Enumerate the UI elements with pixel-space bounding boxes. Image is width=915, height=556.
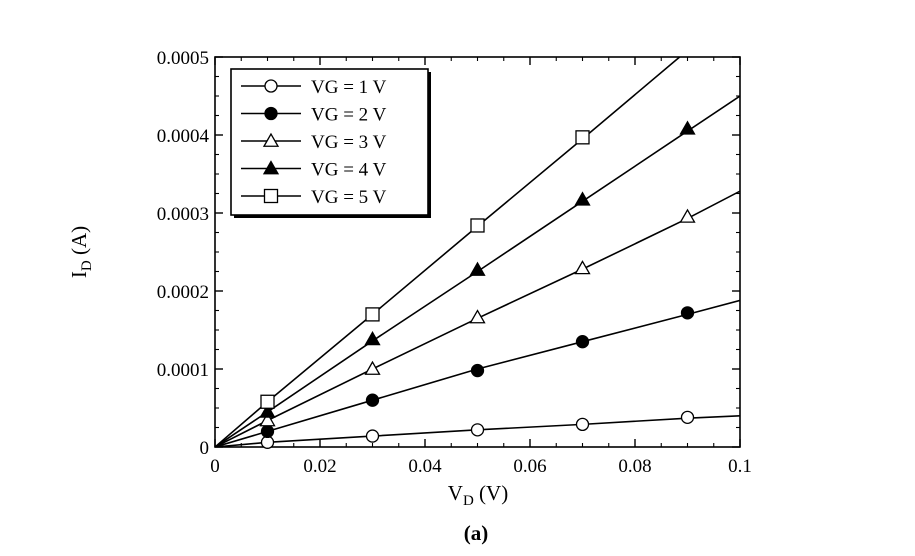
data-point-series-2 <box>470 363 485 378</box>
data-point-series-1 <box>470 423 485 437</box>
data-point-series-4 <box>679 120 696 135</box>
y-tick-label: 0.0003 <box>157 204 209 225</box>
data-point-series-4 <box>259 403 276 418</box>
figure-caption: (a) <box>464 521 489 545</box>
data-point-series-2 <box>575 335 590 349</box>
y-tick-label: 0.0004 <box>157 126 210 147</box>
data-point-series-3 <box>259 412 276 427</box>
data-point-series-1 <box>260 435 275 449</box>
legend-marker <box>262 160 280 175</box>
legend-label: VG = 1 V <box>311 77 387 98</box>
y-tick-label: 0.0005 <box>157 48 209 69</box>
legend-marker <box>264 79 278 93</box>
data-point-series-4 <box>469 261 486 276</box>
data-point-series-4 <box>364 331 381 346</box>
data-point-series-2 <box>680 306 695 320</box>
x-axis-label: VD (V) <box>448 481 508 509</box>
legend-marker <box>263 188 279 204</box>
series-markers <box>259 120 696 449</box>
legend-marker <box>264 106 278 121</box>
data-point-series-1 <box>365 429 380 443</box>
legend: VG = 1 V VG = 2 V VG = 3 V VG = 4 V VG = 5 V <box>230 68 431 218</box>
data-point-series-3 <box>364 360 381 375</box>
series-line-5 <box>215 57 681 447</box>
data-point-series-5 <box>365 307 380 322</box>
legend-box <box>230 68 429 216</box>
legend-label: VG = 2 V <box>311 105 387 126</box>
x-axis-label-unit: (V) <box>474 481 508 505</box>
axis-ticks: 0 0.02 0.04 0.06 0.08 0.1 0 0.0001 0.0002 0.0003 0… <box>157 48 752 477</box>
legend-label: VG = 5 V <box>311 187 387 208</box>
y-axis-label-main: I <box>67 271 91 278</box>
data-point-series-1 <box>680 410 695 425</box>
data-point-series-5 <box>470 218 485 233</box>
x-tick-label: 0.08 <box>618 456 651 477</box>
x-tick-label: 0.04 <box>408 456 442 477</box>
x-tick-label: 0.1 <box>728 456 752 477</box>
data-point-series-5 <box>575 130 590 145</box>
y-tick-label: 0.0002 <box>157 282 209 303</box>
x-axis-label-sub: D <box>463 493 474 509</box>
legend-label: VG = 4 V <box>311 160 387 181</box>
y-tick-label: 0.0001 <box>157 360 209 381</box>
legend-label: VG = 3 V <box>311 132 387 153</box>
y-tick-label: 0 <box>200 438 210 459</box>
x-axis-label-main: V <box>448 481 463 505</box>
data-point-series-1 <box>575 417 590 432</box>
data-point-series-3 <box>574 260 591 275</box>
data-point-series-4 <box>574 191 591 206</box>
data-point-series-2 <box>260 424 275 439</box>
data-point-series-2 <box>365 393 380 407</box>
data-point-series-5 <box>260 394 275 409</box>
x-tick-label: 0 <box>210 456 220 477</box>
y-axis-label-sub: D <box>79 260 95 271</box>
y-axis-label: ID (A) <box>67 226 95 278</box>
x-tick-label: 0.02 <box>303 456 336 477</box>
y-axis-label-unit: (A) <box>67 226 91 260</box>
data-point-series-3 <box>469 309 486 324</box>
legend-marker <box>262 132 280 147</box>
data-point-series-3 <box>679 208 696 223</box>
x-tick-label: 0.06 <box>513 456 546 477</box>
